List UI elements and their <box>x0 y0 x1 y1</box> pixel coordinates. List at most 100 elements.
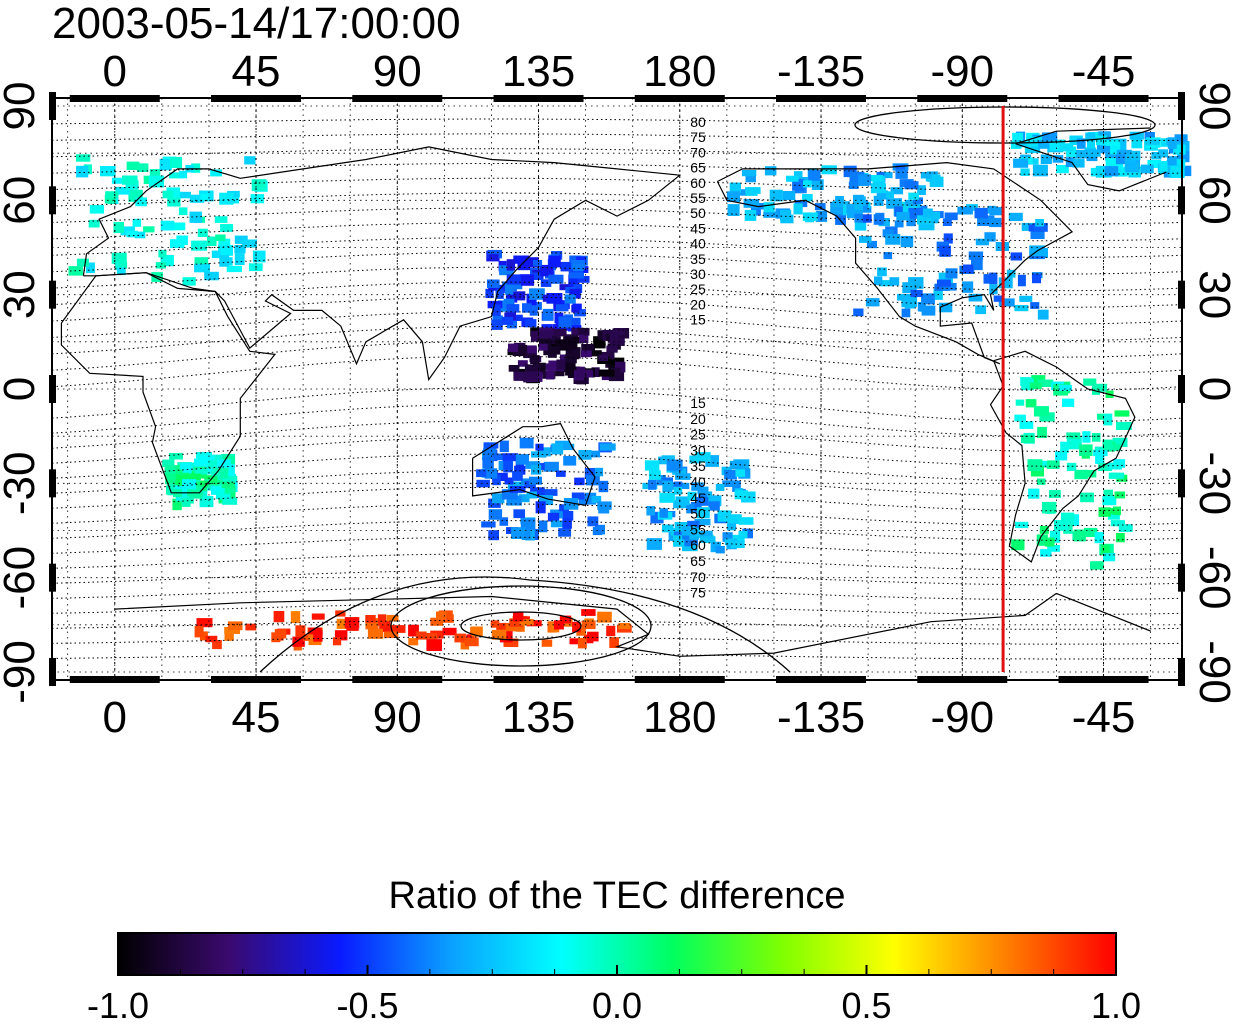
y-tick-label-left: 60 <box>0 176 44 225</box>
tec-data-cell <box>1014 305 1029 312</box>
tec-data-cell <box>917 185 926 195</box>
tec-data-cell <box>227 621 243 631</box>
contour-line <box>51 355 1183 391</box>
tec-data-cell <box>975 305 987 315</box>
tec-data-cell <box>878 280 893 287</box>
frame-tick <box>1178 280 1185 309</box>
tec-data-cell <box>1015 140 1026 148</box>
contour-label: 35 <box>690 458 706 474</box>
tec-data-cell <box>977 216 989 226</box>
tec-data-cell <box>593 336 606 344</box>
tec-data-cell <box>696 497 709 506</box>
tec-data-cell <box>598 354 609 361</box>
tec-data-cell <box>513 612 524 622</box>
tec-data-cell <box>164 465 176 475</box>
tec-data-cell <box>646 538 662 550</box>
frame-tick <box>211 95 302 102</box>
tec-data-cell <box>208 460 222 469</box>
tec-data-cell <box>244 156 256 165</box>
tec-data-cell <box>742 528 753 539</box>
tec-data-cell <box>134 231 146 239</box>
tec-data-cell <box>1012 132 1024 143</box>
tec-data-cell <box>1083 378 1097 386</box>
tec-data-cell <box>182 479 196 490</box>
tec-data-cell <box>578 450 592 460</box>
tec-data-cell <box>504 477 514 485</box>
tec-data-cell <box>1097 141 1112 154</box>
tec-data-cell <box>569 638 584 645</box>
tec-data-cell <box>162 190 173 199</box>
tec-data-cell <box>1059 143 1074 152</box>
tec-data-cell <box>506 274 521 285</box>
tec-data-cell <box>250 194 265 204</box>
tec-data-cell <box>730 540 745 549</box>
tec-data-cell <box>1020 168 1030 176</box>
tec-data-cell <box>170 239 185 249</box>
tec-data-cell <box>503 298 515 309</box>
tec-data-cell <box>191 240 208 251</box>
tec-data-cell <box>691 482 704 491</box>
contour-line <box>51 387 1183 423</box>
tec-data-cell <box>732 534 745 543</box>
tec-data-cell <box>854 199 863 210</box>
contour-line <box>51 603 1183 615</box>
x-tick-label-top: 45 <box>232 47 281 96</box>
contour-label: 15 <box>690 395 706 411</box>
tec-data-cell <box>1055 451 1068 461</box>
tec-data-cell <box>589 450 601 458</box>
tec-data-cell <box>1017 274 1026 287</box>
tec-data-cell <box>158 249 167 258</box>
contour-label: 55 <box>690 521 706 537</box>
tec-data-cell <box>212 640 222 650</box>
tec-data-cell <box>386 614 399 622</box>
tec-data-cell <box>488 530 499 541</box>
tec-data-cell <box>311 613 325 620</box>
tec-data-cell <box>727 514 742 524</box>
frame-tick <box>776 95 867 102</box>
tec-data-cell <box>612 328 625 335</box>
tec-data-cell <box>1037 426 1047 438</box>
tec-data-cell <box>814 203 826 210</box>
tec-data-cell <box>913 197 923 205</box>
tec-data-cell <box>503 638 519 647</box>
tec-data-cell <box>504 312 516 321</box>
tec-data-cell <box>471 626 483 637</box>
tec-data-cell <box>917 302 926 312</box>
tec-data-cell <box>1082 431 1091 443</box>
tec-data-cell <box>389 625 406 633</box>
tec-data-cell <box>485 288 494 299</box>
tec-data-cell <box>708 501 720 511</box>
y-tick-label-left: 90 <box>0 82 44 131</box>
tec-data-cell <box>533 260 543 267</box>
tec-data-cell <box>213 467 229 479</box>
tec-data-cell <box>508 343 519 353</box>
contour-label: 50 <box>690 205 706 221</box>
tec-data-cell <box>1049 139 1066 151</box>
tec-data-cell <box>490 620 500 628</box>
tec-data-cell <box>581 350 592 358</box>
tec-data-cell <box>853 308 864 317</box>
tec-data-cell <box>1038 140 1050 149</box>
tec-data-cell <box>548 336 561 345</box>
map-frame <box>51 97 1183 681</box>
contour-label: 20 <box>690 411 706 427</box>
tec-data-cell <box>194 263 210 273</box>
tec-data-cell <box>971 259 983 271</box>
tec-data-cell <box>989 272 998 285</box>
frame-tick <box>211 676 302 683</box>
x-tick-label-top: -45 <box>1072 47 1136 96</box>
tec-data-cell <box>1045 537 1055 547</box>
tec-data-cell <box>365 618 379 630</box>
tec-data-cell <box>939 245 951 257</box>
tec-data-cell <box>211 485 221 495</box>
tec-data-cell <box>918 219 935 231</box>
tec-data-cell <box>160 255 174 267</box>
frame-tick <box>1058 676 1149 683</box>
tec-data-cell <box>509 291 526 301</box>
tec-data-cell <box>848 181 859 189</box>
tec-data-cell <box>205 465 220 475</box>
y-axis-left-labels: 90 60 30 0 -30 -60 -90 <box>0 82 44 704</box>
tec-data-cell <box>538 343 548 351</box>
tec-data-cell <box>526 620 542 627</box>
tec-data-cell <box>517 259 530 271</box>
